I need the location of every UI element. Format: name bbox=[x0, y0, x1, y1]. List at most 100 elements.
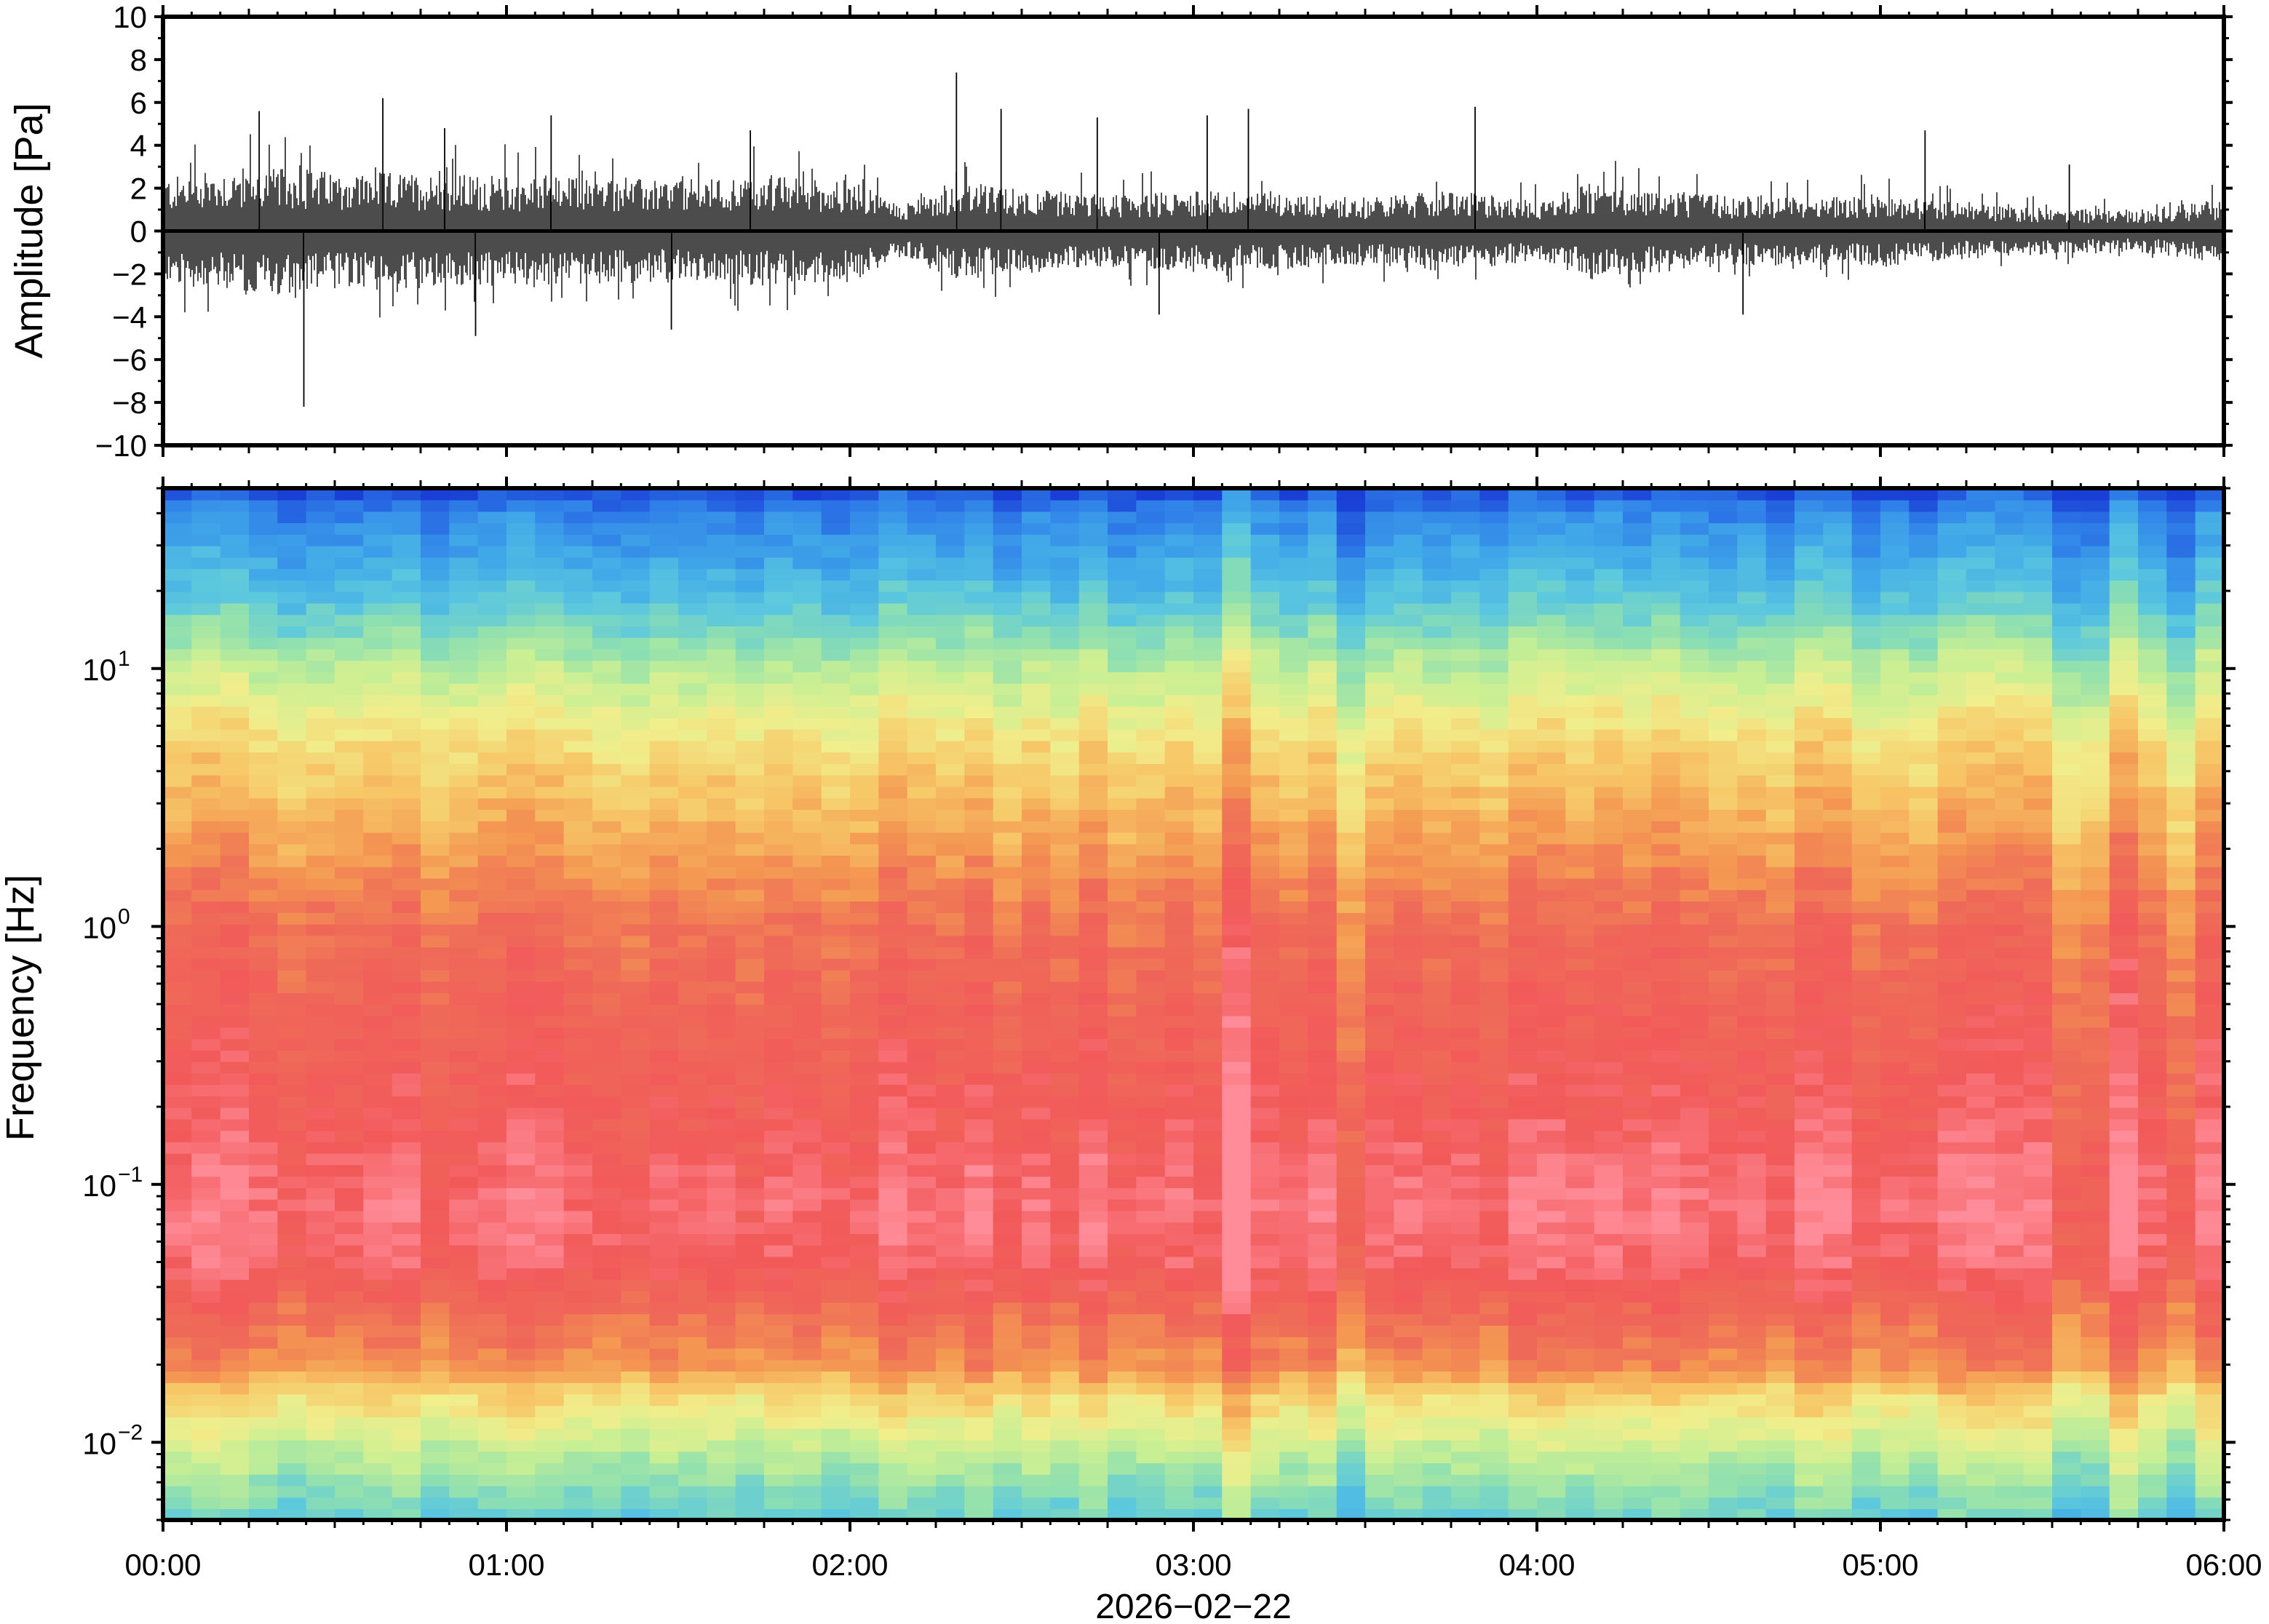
spectrogram-cell bbox=[1479, 1417, 1509, 1429]
spectrogram-cell bbox=[1508, 1313, 1538, 1326]
spectrogram-cell bbox=[678, 820, 708, 833]
spectrogram-cell bbox=[1479, 1050, 1509, 1062]
spectrogram-cell bbox=[649, 763, 679, 776]
spectrogram-cell bbox=[1537, 981, 1567, 994]
spectrogram-cell bbox=[449, 706, 479, 718]
spectrogram-cell bbox=[707, 488, 736, 501]
spectrogram-cell bbox=[1651, 660, 1681, 672]
spectrogram-cell bbox=[535, 522, 565, 535]
spectrogram-cell bbox=[1565, 981, 1595, 994]
spectrogram-cell bbox=[1623, 947, 1653, 959]
spectrogram-cell bbox=[1651, 1405, 1681, 1417]
spectrogram-cell bbox=[1136, 797, 1166, 810]
spectrogram-cell bbox=[563, 1096, 593, 1108]
spectrogram-cell bbox=[1108, 1267, 1137, 1280]
spectrogram-cell bbox=[1479, 969, 1509, 982]
spectrogram-cell bbox=[936, 877, 966, 891]
spectrogram-cell bbox=[1422, 786, 1452, 799]
spectrogram-cell bbox=[1108, 1233, 1137, 1246]
spectrogram-cell bbox=[821, 866, 851, 879]
spectrogram-cell bbox=[1537, 545, 1567, 558]
spectrogram-cell bbox=[1651, 580, 1681, 592]
spectrogram-cell bbox=[764, 1084, 794, 1096]
spectrogram-cell bbox=[621, 1382, 651, 1395]
spectrogram-cell bbox=[1164, 672, 1194, 684]
spectrogram-cell bbox=[163, 1325, 193, 1337]
spectrogram-cell bbox=[1651, 1222, 1681, 1234]
spectrogram-cell bbox=[1136, 1336, 1166, 1349]
spectrogram-cell bbox=[1164, 752, 1194, 764]
spectrogram-cell bbox=[1164, 591, 1194, 604]
spectrogram-cell bbox=[1537, 488, 1567, 501]
spectrogram-cell bbox=[1508, 672, 1538, 684]
spectrogram-cell bbox=[792, 1462, 822, 1475]
spectrogram-cell bbox=[249, 820, 279, 833]
spectrogram-cell bbox=[191, 1118, 221, 1131]
spectrogram-cell bbox=[850, 1038, 880, 1051]
spectrogram-cell bbox=[277, 717, 307, 730]
spectrogram-cell bbox=[1193, 1096, 1223, 1108]
spectrogram-cell bbox=[421, 499, 450, 512]
spectrogram-cell bbox=[1537, 614, 1567, 626]
spectrogram-cell bbox=[191, 682, 221, 696]
spectrogram-cell bbox=[1164, 706, 1194, 718]
spectrogram-cell bbox=[335, 672, 365, 684]
spectrogram-cell bbox=[1565, 534, 1595, 546]
spectrogram-cell bbox=[592, 752, 622, 764]
spectrogram-cell bbox=[1108, 1050, 1137, 1062]
spectrogram-cell bbox=[449, 901, 479, 913]
spectrogram-cell bbox=[678, 591, 708, 604]
spectrogram-cell bbox=[1336, 1072, 1366, 1086]
spectrogram-cell bbox=[1108, 969, 1137, 982]
spectrogram-cell bbox=[1108, 809, 1137, 821]
spectrogram-cell bbox=[220, 923, 250, 936]
spectrogram-cell bbox=[506, 1393, 536, 1406]
spectrogram-cell bbox=[792, 694, 822, 707]
spectrogram-cell bbox=[649, 855, 679, 867]
spectrogram-cell bbox=[1222, 1428, 1252, 1441]
spectrogram-cell bbox=[363, 947, 393, 959]
spectrogram-cell bbox=[1365, 728, 1395, 741]
spectrogram-cell bbox=[1394, 1130, 1423, 1142]
spectrogram-cell bbox=[850, 969, 880, 982]
spectrogram-cell bbox=[277, 1130, 307, 1142]
spectrogram-cell bbox=[163, 1348, 193, 1361]
spectrogram-cell bbox=[477, 1130, 507, 1142]
spectrogram-cell bbox=[1078, 591, 1108, 604]
spectrogram-cell bbox=[335, 740, 365, 753]
spectrogram-cell bbox=[249, 969, 279, 982]
spectrogram-cell bbox=[1250, 557, 1280, 570]
spectrogram-cell bbox=[1108, 660, 1137, 672]
spectrogram-cell bbox=[649, 1050, 679, 1062]
spectrogram-cell bbox=[1279, 981, 1309, 994]
spectrogram-cell bbox=[249, 1371, 279, 1383]
spectrogram-cell bbox=[535, 832, 565, 845]
spectrogram-cell bbox=[1365, 717, 1395, 730]
spectrogram-cell bbox=[649, 1302, 679, 1315]
spectrogram-cell bbox=[1336, 820, 1366, 833]
spectrogram-cell bbox=[1365, 1050, 1395, 1062]
spectrogram-cell bbox=[163, 1508, 193, 1521]
spectrogram-cell bbox=[249, 1359, 279, 1372]
spectrogram-cell bbox=[878, 958, 908, 971]
spectrogram-cell bbox=[563, 1027, 593, 1040]
spectrogram-cell bbox=[621, 820, 651, 833]
spectrogram-cell bbox=[392, 1222, 421, 1234]
spectrogram-cell bbox=[249, 580, 279, 592]
spectrogram-cell bbox=[277, 1382, 307, 1395]
spectrogram-cell bbox=[1022, 499, 1052, 512]
spectrogram-cell bbox=[335, 832, 365, 845]
spectrogram-cell bbox=[306, 534, 335, 546]
spectrogram-cell bbox=[1336, 832, 1366, 845]
spectrogram-cell bbox=[621, 1015, 651, 1028]
spectrogram-cell bbox=[1565, 1325, 1595, 1337]
spectrogram-cell bbox=[821, 1107, 851, 1120]
spectrogram-cell bbox=[678, 740, 708, 753]
spectrogram-cell bbox=[1365, 1439, 1395, 1452]
spectrogram-cell bbox=[907, 694, 937, 707]
spectrogram-cell bbox=[964, 1130, 994, 1142]
spectrogram-cell bbox=[1222, 1451, 1252, 1464]
spectrogram-cell bbox=[1422, 1302, 1452, 1315]
spectrogram-cell bbox=[1623, 672, 1653, 684]
